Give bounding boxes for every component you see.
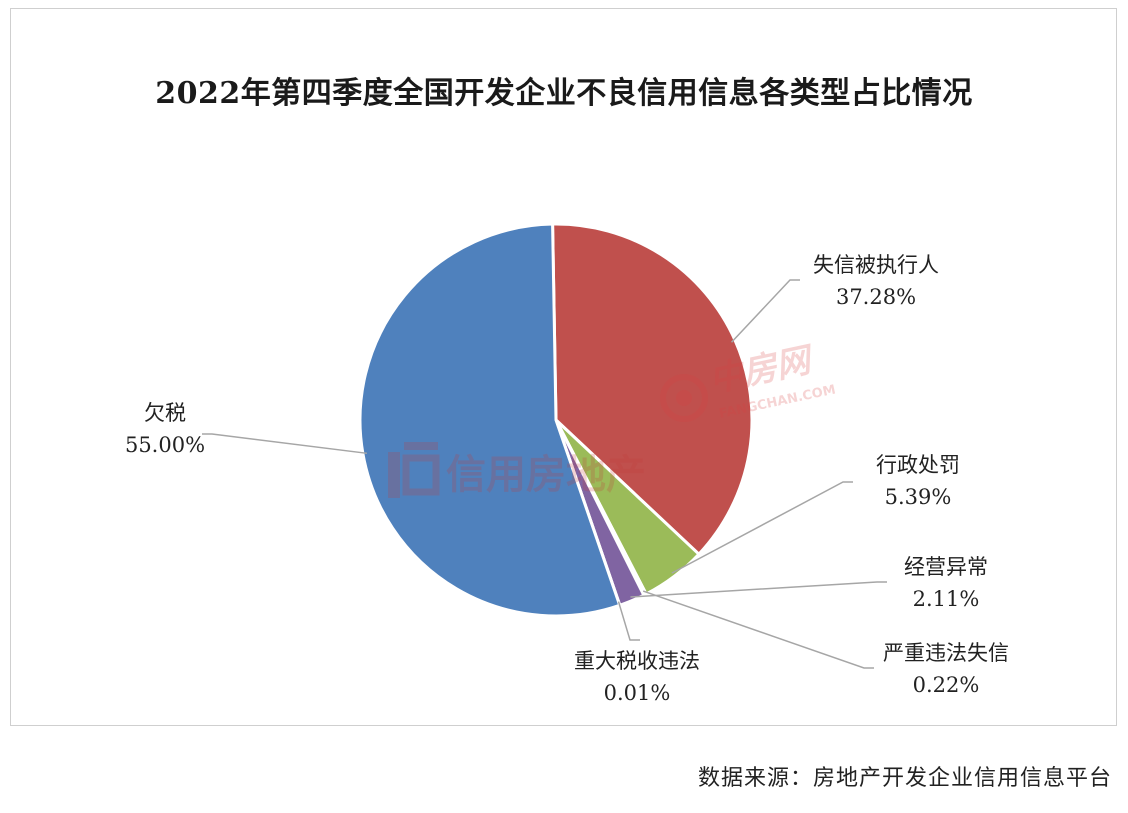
slice-name-label-1: 失信被执行人: [813, 253, 939, 277]
slice-value-label-4: 2.11%: [913, 587, 980, 611]
slice-value-label-2: 5.39%: [885, 485, 952, 509]
slice-name-label-5: 重大税收违法: [574, 649, 700, 673]
slice-value-label-1: 37.28%: [836, 285, 916, 309]
leader-line-5: [617, 601, 640, 641]
leader-line-6: [202, 433, 368, 455]
slice-value-label-3: 0.22%: [913, 673, 980, 697]
leader-line-3: [642, 590, 874, 669]
slice-name-label-2: 行政处罚: [876, 453, 960, 477]
slice-name-label-3: 严重违法失信: [883, 641, 1009, 665]
leader-line-4: [630, 581, 887, 598]
slice-value-label-5: 0.01%: [604, 681, 671, 705]
chart-title: 2022年第四季度全国开发企业不良信用信息各类型占比情况: [155, 76, 973, 111]
pie-slice-6: [358, 222, 622, 618]
slice-value-label-6: 55.00%: [125, 433, 205, 457]
leader-line-2: [671, 481, 853, 574]
watermark-left-logo-icon: [388, 442, 440, 498]
pie-slice-1: [551, 222, 754, 556]
leader-line-1: [730, 279, 800, 343]
slice-name-label-4: 经营异常: [904, 555, 988, 579]
slice-name-label-6: 欠税: [144, 401, 186, 425]
watermark-left-text: 信用房地产: [446, 452, 646, 498]
watermark-right-logo-icon: [660, 374, 708, 422]
source-note: 数据来源：房地产开发企业信用信息平台: [697, 766, 1112, 791]
